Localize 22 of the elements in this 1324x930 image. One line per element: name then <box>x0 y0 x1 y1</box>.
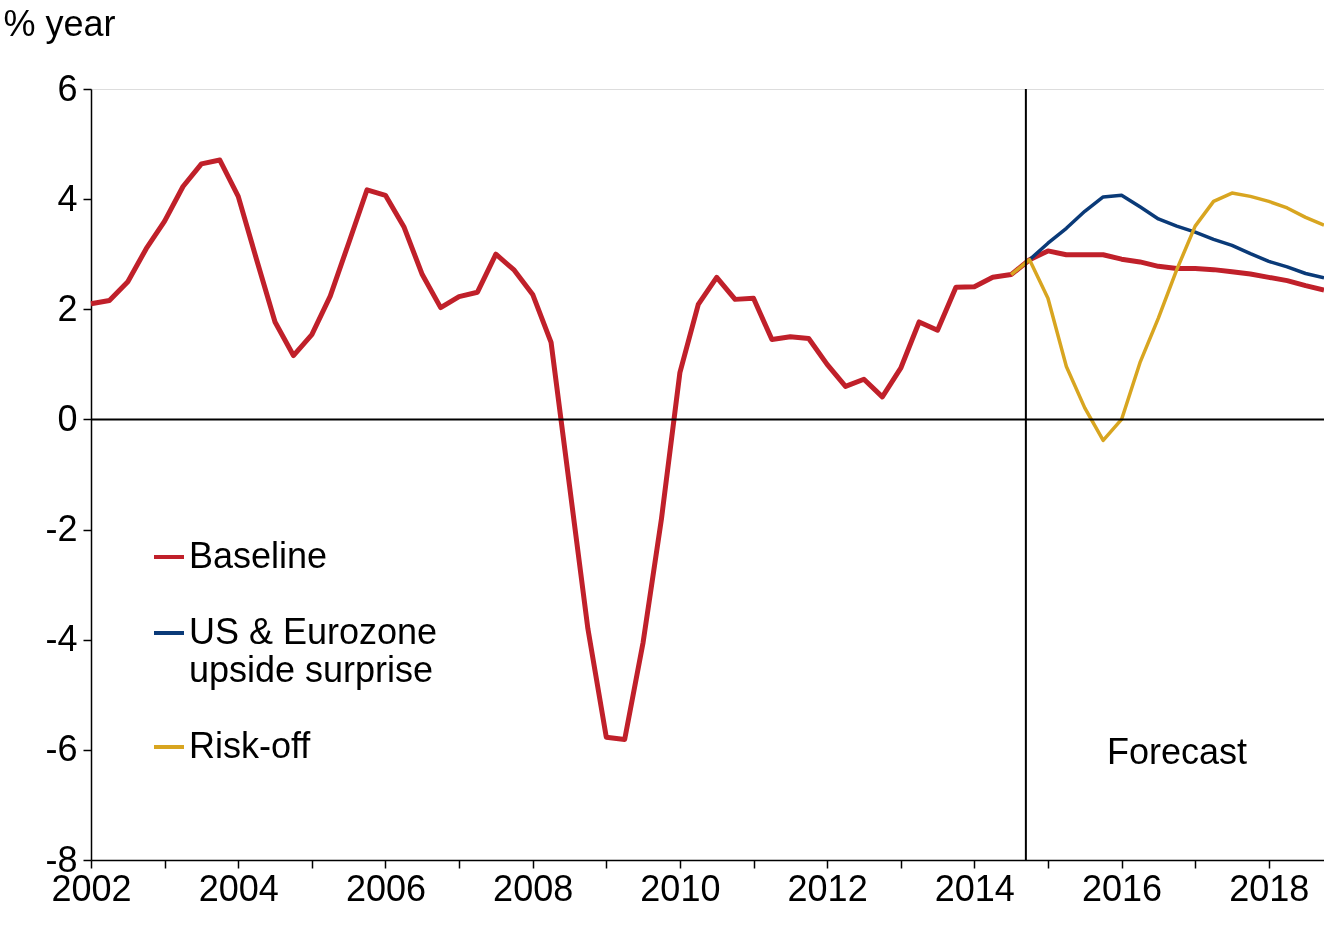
y-tick-label: -6 <box>45 728 78 770</box>
y-tick-label: 6 <box>57 67 78 109</box>
line-series <box>1009 191 1324 443</box>
x-tick-label: 2018 <box>1229 867 1310 909</box>
x-tick-label: 2012 <box>787 867 868 909</box>
legend-label: Risk-off <box>189 725 312 766</box>
y-axis-title: % year <box>3 2 116 44</box>
y-tick-label: -4 <box>45 618 78 660</box>
annotation: Forecast <box>1106 731 1248 772</box>
x-tick-label: 2004 <box>198 867 279 909</box>
y-tick-label: -2 <box>45 508 78 550</box>
x-tick-label: 2014 <box>934 867 1015 909</box>
x-tick-label: 2016 <box>1082 867 1163 909</box>
x-tick-label: 2006 <box>345 867 426 909</box>
y-tick-label: 4 <box>57 177 78 219</box>
x-tick-label: 2008 <box>493 867 574 909</box>
legend-label: Baseline <box>189 535 328 576</box>
line-series <box>1027 193 1324 280</box>
y-tick-label: 0 <box>57 397 78 439</box>
y-tick-label: 2 <box>57 287 78 329</box>
x-tick-label: 2010 <box>640 867 721 909</box>
legend-label: US & Eurozone upside surprise <box>189 611 438 690</box>
